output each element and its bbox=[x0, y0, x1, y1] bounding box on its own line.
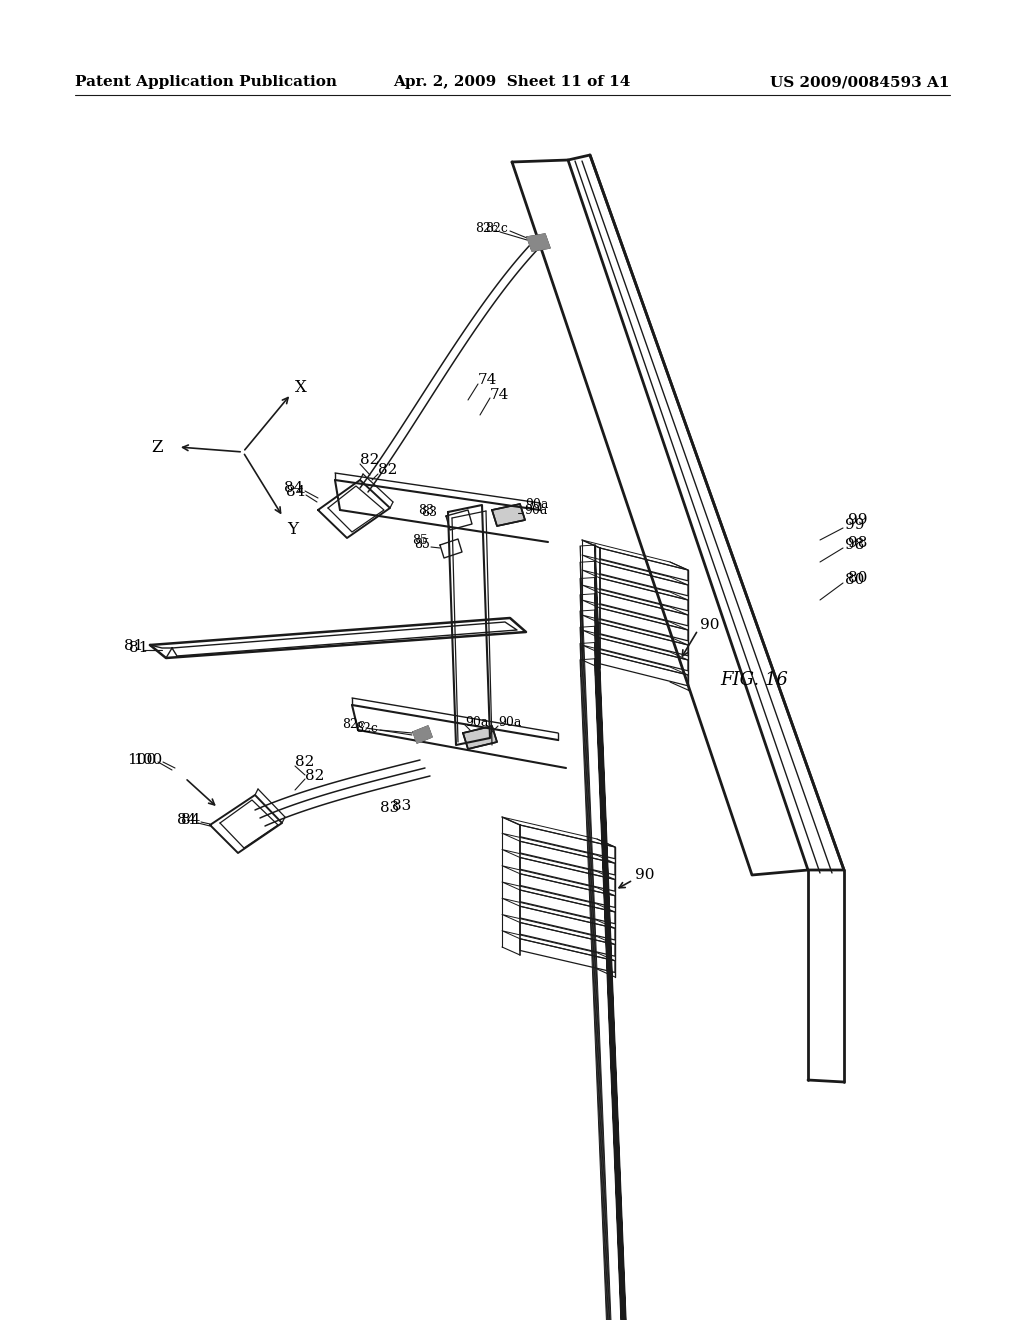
Text: 90a: 90a bbox=[498, 715, 521, 729]
Text: 82: 82 bbox=[360, 453, 379, 467]
Text: 90a: 90a bbox=[524, 503, 548, 516]
Text: 99: 99 bbox=[845, 517, 864, 532]
Text: 74: 74 bbox=[478, 374, 498, 387]
Text: 81: 81 bbox=[129, 642, 148, 655]
Text: 100: 100 bbox=[127, 752, 156, 767]
Text: 84: 84 bbox=[284, 480, 303, 495]
Text: 83: 83 bbox=[418, 503, 434, 516]
Text: 85: 85 bbox=[412, 533, 428, 546]
Polygon shape bbox=[527, 234, 550, 251]
Text: 84: 84 bbox=[286, 484, 305, 499]
Text: 80: 80 bbox=[845, 573, 864, 587]
Text: 82c: 82c bbox=[475, 222, 498, 235]
Text: 82c: 82c bbox=[485, 222, 508, 235]
Text: 74: 74 bbox=[490, 388, 509, 403]
Text: 82: 82 bbox=[378, 463, 397, 477]
Text: 81: 81 bbox=[124, 639, 143, 653]
Text: FIG. 16: FIG. 16 bbox=[720, 671, 787, 689]
Text: Apr. 2, 2009  Sheet 11 of 14: Apr. 2, 2009 Sheet 11 of 14 bbox=[393, 75, 631, 88]
Text: 90: 90 bbox=[635, 869, 654, 882]
Text: 98: 98 bbox=[848, 536, 867, 550]
Text: 82: 82 bbox=[305, 770, 325, 783]
Text: Y: Y bbox=[287, 521, 298, 539]
Text: 83: 83 bbox=[392, 799, 412, 813]
Text: 82: 82 bbox=[295, 755, 314, 770]
Text: 82c: 82c bbox=[342, 718, 365, 730]
Text: US 2009/0084593 A1: US 2009/0084593 A1 bbox=[770, 75, 950, 88]
Text: 90a: 90a bbox=[465, 715, 488, 729]
Text: 90: 90 bbox=[700, 618, 720, 632]
Text: X: X bbox=[295, 379, 307, 396]
Polygon shape bbox=[463, 726, 497, 748]
Text: 80: 80 bbox=[848, 572, 867, 585]
Text: 83: 83 bbox=[380, 801, 399, 814]
Text: 84: 84 bbox=[176, 813, 196, 828]
Polygon shape bbox=[413, 726, 432, 743]
Text: 90a: 90a bbox=[525, 499, 549, 511]
Text: 99: 99 bbox=[848, 513, 867, 527]
Text: 100: 100 bbox=[133, 752, 162, 767]
Text: 85: 85 bbox=[414, 539, 430, 552]
Text: Patent Application Publication: Patent Application Publication bbox=[75, 75, 337, 88]
Text: 82c: 82c bbox=[355, 722, 378, 734]
Text: 98: 98 bbox=[845, 539, 864, 552]
Text: Z: Z bbox=[152, 438, 163, 455]
Text: 84: 84 bbox=[180, 813, 200, 828]
Polygon shape bbox=[492, 504, 525, 525]
Text: 83: 83 bbox=[421, 507, 437, 520]
